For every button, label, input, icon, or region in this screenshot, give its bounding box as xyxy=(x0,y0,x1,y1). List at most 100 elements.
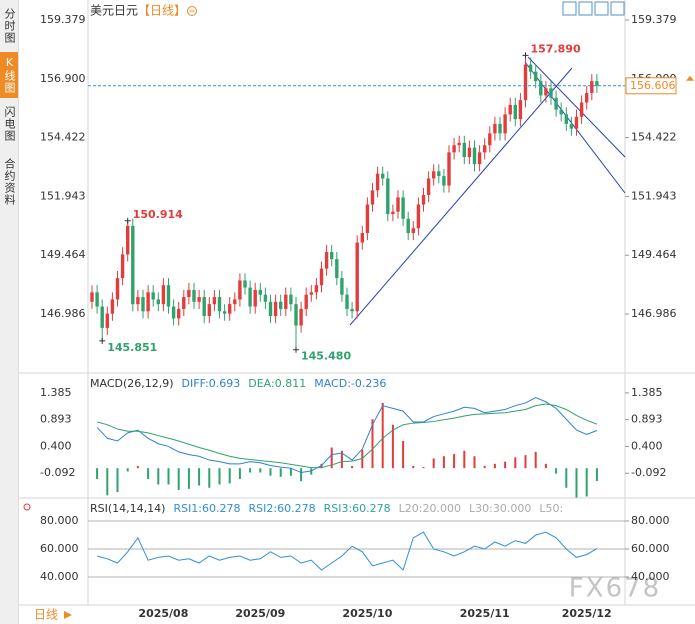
candle-body xyxy=(146,292,150,312)
y-tick-label: 146.986 xyxy=(40,307,86,320)
macd-bar xyxy=(300,468,303,482)
icon[interactable] xyxy=(187,6,197,16)
candle-body xyxy=(365,204,370,234)
tool-icon[interactable] xyxy=(610,1,625,16)
macd-bar xyxy=(269,468,272,476)
candle-body xyxy=(289,294,293,305)
candle-body xyxy=(324,251,329,269)
macd-bar xyxy=(177,468,180,490)
candle-body xyxy=(574,116,579,129)
macd-bar xyxy=(555,468,558,474)
toolbar-icons[interactable] xyxy=(562,1,625,16)
sidebar-tab[interactable]: 合约资料 xyxy=(3,158,16,206)
candle-body xyxy=(187,289,191,298)
candle-body xyxy=(554,97,558,110)
macd-bar xyxy=(565,468,568,488)
macd-bar xyxy=(96,468,99,480)
y-tick-label: 159.379 xyxy=(40,13,86,26)
macd-bar xyxy=(544,463,547,469)
macd-bar xyxy=(249,468,252,473)
candle-body xyxy=(340,278,344,295)
tab-arrow[interactable] xyxy=(64,611,72,619)
candle-body xyxy=(202,297,206,317)
extreme-label: 145.480 xyxy=(301,350,351,363)
candle-body xyxy=(243,280,247,288)
candle-body xyxy=(477,152,482,165)
last-price-box xyxy=(625,77,677,95)
candle-body xyxy=(539,81,543,96)
period-tab-bg[interactable] xyxy=(20,606,78,624)
macd-bar xyxy=(575,468,578,498)
x-tick-label: 2025/12 xyxy=(562,607,612,620)
y-tick-label: 40.000 xyxy=(40,570,79,583)
x-tick-label: 2025/11 xyxy=(460,607,510,620)
candle-body xyxy=(534,71,538,82)
candle-body xyxy=(381,173,385,179)
candle-body xyxy=(370,190,375,205)
candle-body xyxy=(217,297,222,312)
macd-bar xyxy=(157,468,160,485)
macd-bar xyxy=(279,468,282,477)
extreme-marker xyxy=(522,52,529,59)
tool-icon[interactable] xyxy=(578,1,593,16)
macd-bar xyxy=(534,451,537,469)
candle-body xyxy=(457,142,461,146)
macd-bar xyxy=(289,468,292,476)
y-tick-label: 60.000 xyxy=(631,542,670,555)
candle-body xyxy=(222,311,227,314)
y-tick-label: -0.092 xyxy=(40,466,75,479)
candle-body xyxy=(442,176,446,186)
candle-body xyxy=(523,64,528,101)
candle-body xyxy=(238,280,242,300)
candle-body xyxy=(406,218,410,234)
macd-bar xyxy=(310,468,313,475)
macd-bar xyxy=(381,402,384,469)
candle-body xyxy=(197,297,201,302)
macd-bar xyxy=(504,461,507,469)
sidebar-tab[interactable]: 分时图 xyxy=(3,8,16,44)
candle-body xyxy=(304,294,308,309)
macd-bar xyxy=(187,468,190,489)
candle-body xyxy=(228,304,232,314)
series-line xyxy=(96,531,598,571)
candle-body xyxy=(549,88,553,98)
collapse-icon[interactable] xyxy=(187,6,197,16)
macd-bar xyxy=(402,441,405,469)
y-tick-label: 154.422 xyxy=(40,131,86,144)
extreme-marker xyxy=(99,337,106,344)
candle-body xyxy=(258,289,262,295)
candle-body xyxy=(294,304,298,326)
settings-icon[interactable] xyxy=(23,503,31,511)
frame xyxy=(18,0,695,606)
y-tick-label: 0.893 xyxy=(40,413,72,426)
macd-bar xyxy=(136,466,139,469)
tool-icon[interactable] xyxy=(594,1,609,16)
legend-entry: MACD(26,12,9) xyxy=(90,377,174,390)
candle-body xyxy=(585,93,589,103)
x-tick-label: 2025/09 xyxy=(235,607,285,620)
sidebar-tab[interactable]: 闪电图 xyxy=(3,106,16,142)
candle-body xyxy=(467,147,472,158)
macd-bar xyxy=(351,466,354,469)
x-tick-label: 2025/08 xyxy=(138,607,188,620)
extreme-label: 157.890 xyxy=(531,42,581,55)
icon[interactable] xyxy=(23,503,31,511)
candle-body xyxy=(207,304,211,317)
macd-bar xyxy=(198,468,201,486)
candle-body xyxy=(182,297,186,309)
candle-body xyxy=(432,171,436,179)
y-tick-label: 0.893 xyxy=(631,413,663,426)
y-tick-label: 159.379 xyxy=(631,13,677,26)
candle-body xyxy=(595,81,599,86)
macd-bar xyxy=(371,419,374,469)
sidebar-tab[interactable]: K线图 xyxy=(0,52,18,98)
candle-body xyxy=(141,297,145,312)
trend-lines xyxy=(349,56,626,326)
tool-icon[interactable] xyxy=(562,1,577,16)
candle-body xyxy=(483,145,487,153)
candle-body xyxy=(314,285,319,293)
period-tab[interactable]: 日线 xyxy=(34,608,58,622)
candle-body xyxy=(416,204,421,229)
